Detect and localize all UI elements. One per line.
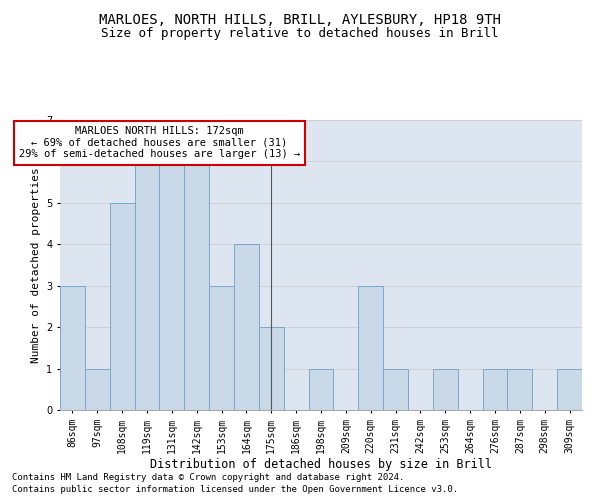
Bar: [433, 368, 458, 410]
Bar: [259, 327, 284, 410]
Bar: [134, 162, 160, 410]
Text: MARLOES NORTH HILLS: 172sqm
← 69% of detached houses are smaller (31)
29% of sem: MARLOES NORTH HILLS: 172sqm ← 69% of det…: [19, 126, 300, 160]
Bar: [184, 162, 209, 410]
Bar: [234, 244, 259, 410]
Bar: [160, 162, 184, 410]
Bar: [209, 286, 234, 410]
Bar: [358, 286, 383, 410]
Bar: [482, 368, 508, 410]
Bar: [508, 368, 532, 410]
Text: MARLOES, NORTH HILLS, BRILL, AYLESBURY, HP18 9TH: MARLOES, NORTH HILLS, BRILL, AYLESBURY, …: [99, 12, 501, 26]
X-axis label: Distribution of detached houses by size in Brill: Distribution of detached houses by size …: [150, 458, 492, 471]
Text: Contains public sector information licensed under the Open Government Licence v3: Contains public sector information licen…: [12, 485, 458, 494]
Bar: [110, 203, 134, 410]
Bar: [308, 368, 334, 410]
Y-axis label: Number of detached properties: Number of detached properties: [31, 167, 41, 363]
Text: Contains HM Land Registry data © Crown copyright and database right 2024.: Contains HM Land Registry data © Crown c…: [12, 472, 404, 482]
Bar: [85, 368, 110, 410]
Text: Size of property relative to detached houses in Brill: Size of property relative to detached ho…: [101, 28, 499, 40]
Bar: [557, 368, 582, 410]
Bar: [383, 368, 408, 410]
Bar: [60, 286, 85, 410]
